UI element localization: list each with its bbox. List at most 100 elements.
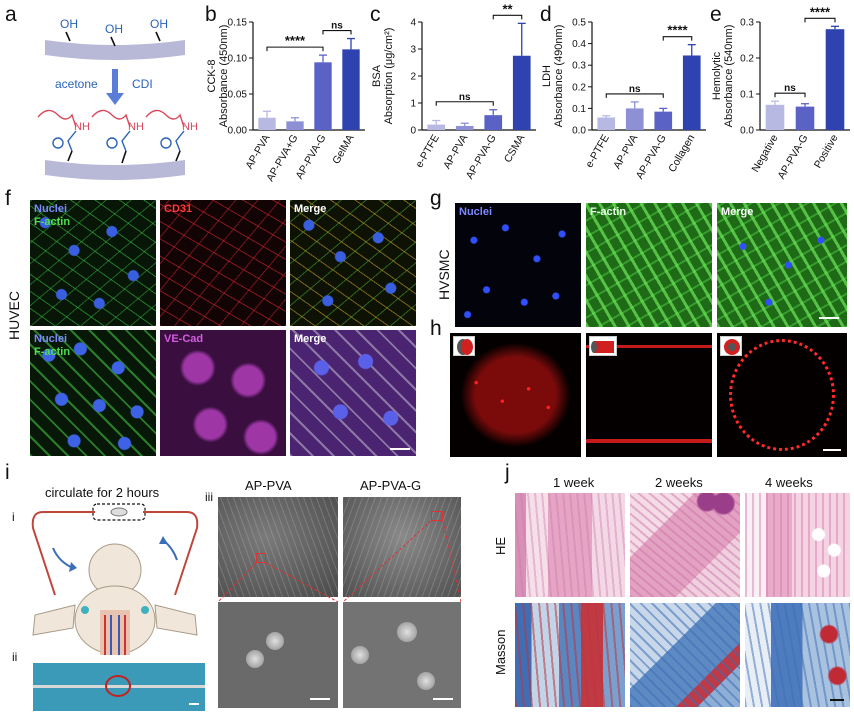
chart-b-cck8: 0.00 0.05 0.10 0.15 CCK-8 Absorbance (450nm) A… [206,18,365,184]
y-tick-label: 0.15 [228,18,248,29]
bar-e-ptfe [427,124,446,130]
panel-letter-c: c [370,3,381,26]
y-tick-label: 0.2 [740,54,754,65]
label-merge-1: Merge [294,203,327,215]
y-tick-label: 0 [410,126,416,137]
nh-label-2: NH [128,121,144,133]
lumen-ring [729,339,835,451]
bar-ap-pva-g [795,106,815,130]
bar-ap-pva [625,108,644,130]
y-axis-label: Hemolytic [711,51,723,100]
y-tick-label: 3 [410,45,416,56]
significance-label: **** [667,23,688,38]
huvec-cd31-tile: CD31 [160,200,286,326]
label-factin-g: F-actin [590,206,627,218]
y-axis-label: CCK-8 [206,59,218,92]
flow-arrow-left [69,562,77,572]
chart-d-ldh: 0.0 0.1 0.2 0.3 0.4 0.5 LDH Absorbance (490nm) e… [541,18,706,181]
bar-ap-pva [455,125,474,130]
y-tick-label: 0.10 [228,54,248,65]
significance-bracket [774,92,806,98]
sub-ii-label: ii [12,650,18,664]
sem-zoom-lines [218,520,461,603]
bar-collagen [682,55,701,131]
y-axis-label: Absorbance (490nm) [553,25,565,128]
huvec-nuclei-factin-tile-2: Nuclei F-actin [30,330,156,456]
y-tick-label: 0.5 [572,18,586,29]
category-label: Positive [812,132,841,170]
gelatin-linkers [37,109,185,128]
category-label: AP-PVA-G [776,133,811,182]
category-label: GelMA [330,133,356,167]
label-nuclei-2: Nuclei [34,333,68,345]
label-vecad: VE-Cad [164,333,204,345]
y-axis-label: Absorbance (450nm) [218,25,230,128]
category-label: CSMA [502,133,528,165]
bar-ap-pva [258,117,276,130]
y-axis-label: Absorption (μg/cm²) [383,28,395,125]
label-factin-2: F-actin [34,346,71,358]
panel-letter-i: i [5,461,10,484]
panel-letter-e: e [710,3,722,26]
bar-ap-pva-g [654,111,673,130]
y-tick-label: 4 [410,18,416,29]
y-tick-label: 2 [410,72,416,83]
he-2weeks [630,493,740,597]
scale-bar-h [823,449,841,451]
label-merge-2: Merge [294,333,327,345]
category-label: AP-PVA [611,133,640,172]
tube-icon-2 [589,336,617,356]
significance-bracket [266,46,324,52]
y-tick-label: 0.4 [572,39,586,50]
sem-ap-pva-low [218,497,338,597]
bar-csma [512,55,531,130]
y-tick-label: 0.1 [740,90,754,101]
panel-letter-g: g [430,187,442,210]
huvec-side-label: HUVEC [6,290,22,340]
significance-bracket [322,30,352,35]
bar-ap-pva-g [286,121,304,130]
circulation-title: circulate for 2 hours [45,485,160,500]
j-col-1week: 1 week [553,475,595,490]
tubing-right [143,511,199,596]
tube-icon-3 [720,336,742,356]
significance-label: ns [784,83,796,94]
carbamate-groups [52,130,185,152]
panel-letter-b: b [205,3,217,26]
label-merge-g: Merge [721,206,754,218]
scale-bar-i-ii [189,703,199,705]
scale-bar-sem-1 [310,698,330,700]
panel-letter-f: f [5,187,11,210]
j-row-he: HE [493,536,508,555]
bar-ap-pva-g [314,62,332,130]
category-label: e-PTFE [583,133,611,170]
sem-col-ap-pva-g: AP-PVA-G [360,478,422,493]
sub-i-label: i [12,510,15,524]
y-tick-label: 0.05 [228,90,248,101]
hvsmc-factin-tile: F-actin [586,203,712,327]
sem-col-ap-pva: AP-PVA [245,478,292,493]
bar-e-ptfe [597,117,616,130]
huvec-merge-tile-1: Merge [290,200,416,326]
flow-arrow-right [159,536,168,544]
masson-1week [515,603,625,707]
significance-bracket [492,14,523,20]
category-label: Collagen [666,132,697,174]
significance-bracket [662,36,693,41]
j-row-masson: Masson [493,629,508,675]
rabbit-circulation-illustration [25,500,205,655]
polymer-surface-top [45,40,185,60]
y-tick-label: 0.0 [572,126,586,137]
oh-label-3: OH [150,17,168,31]
y-tick-label: 0.00 [228,126,248,137]
scale-bar-sem-2 [433,698,453,700]
panel-letter-h: h [430,317,442,340]
bar-negative [765,104,785,130]
masson-4weeks [745,603,850,707]
y-axis-label: LDH [541,65,553,87]
polymer-surface-bottom [45,160,185,180]
y-tick-label: 0.1 [572,104,586,115]
label-nuclei: Nuclei [34,203,68,215]
significance-label: ** [502,1,513,16]
